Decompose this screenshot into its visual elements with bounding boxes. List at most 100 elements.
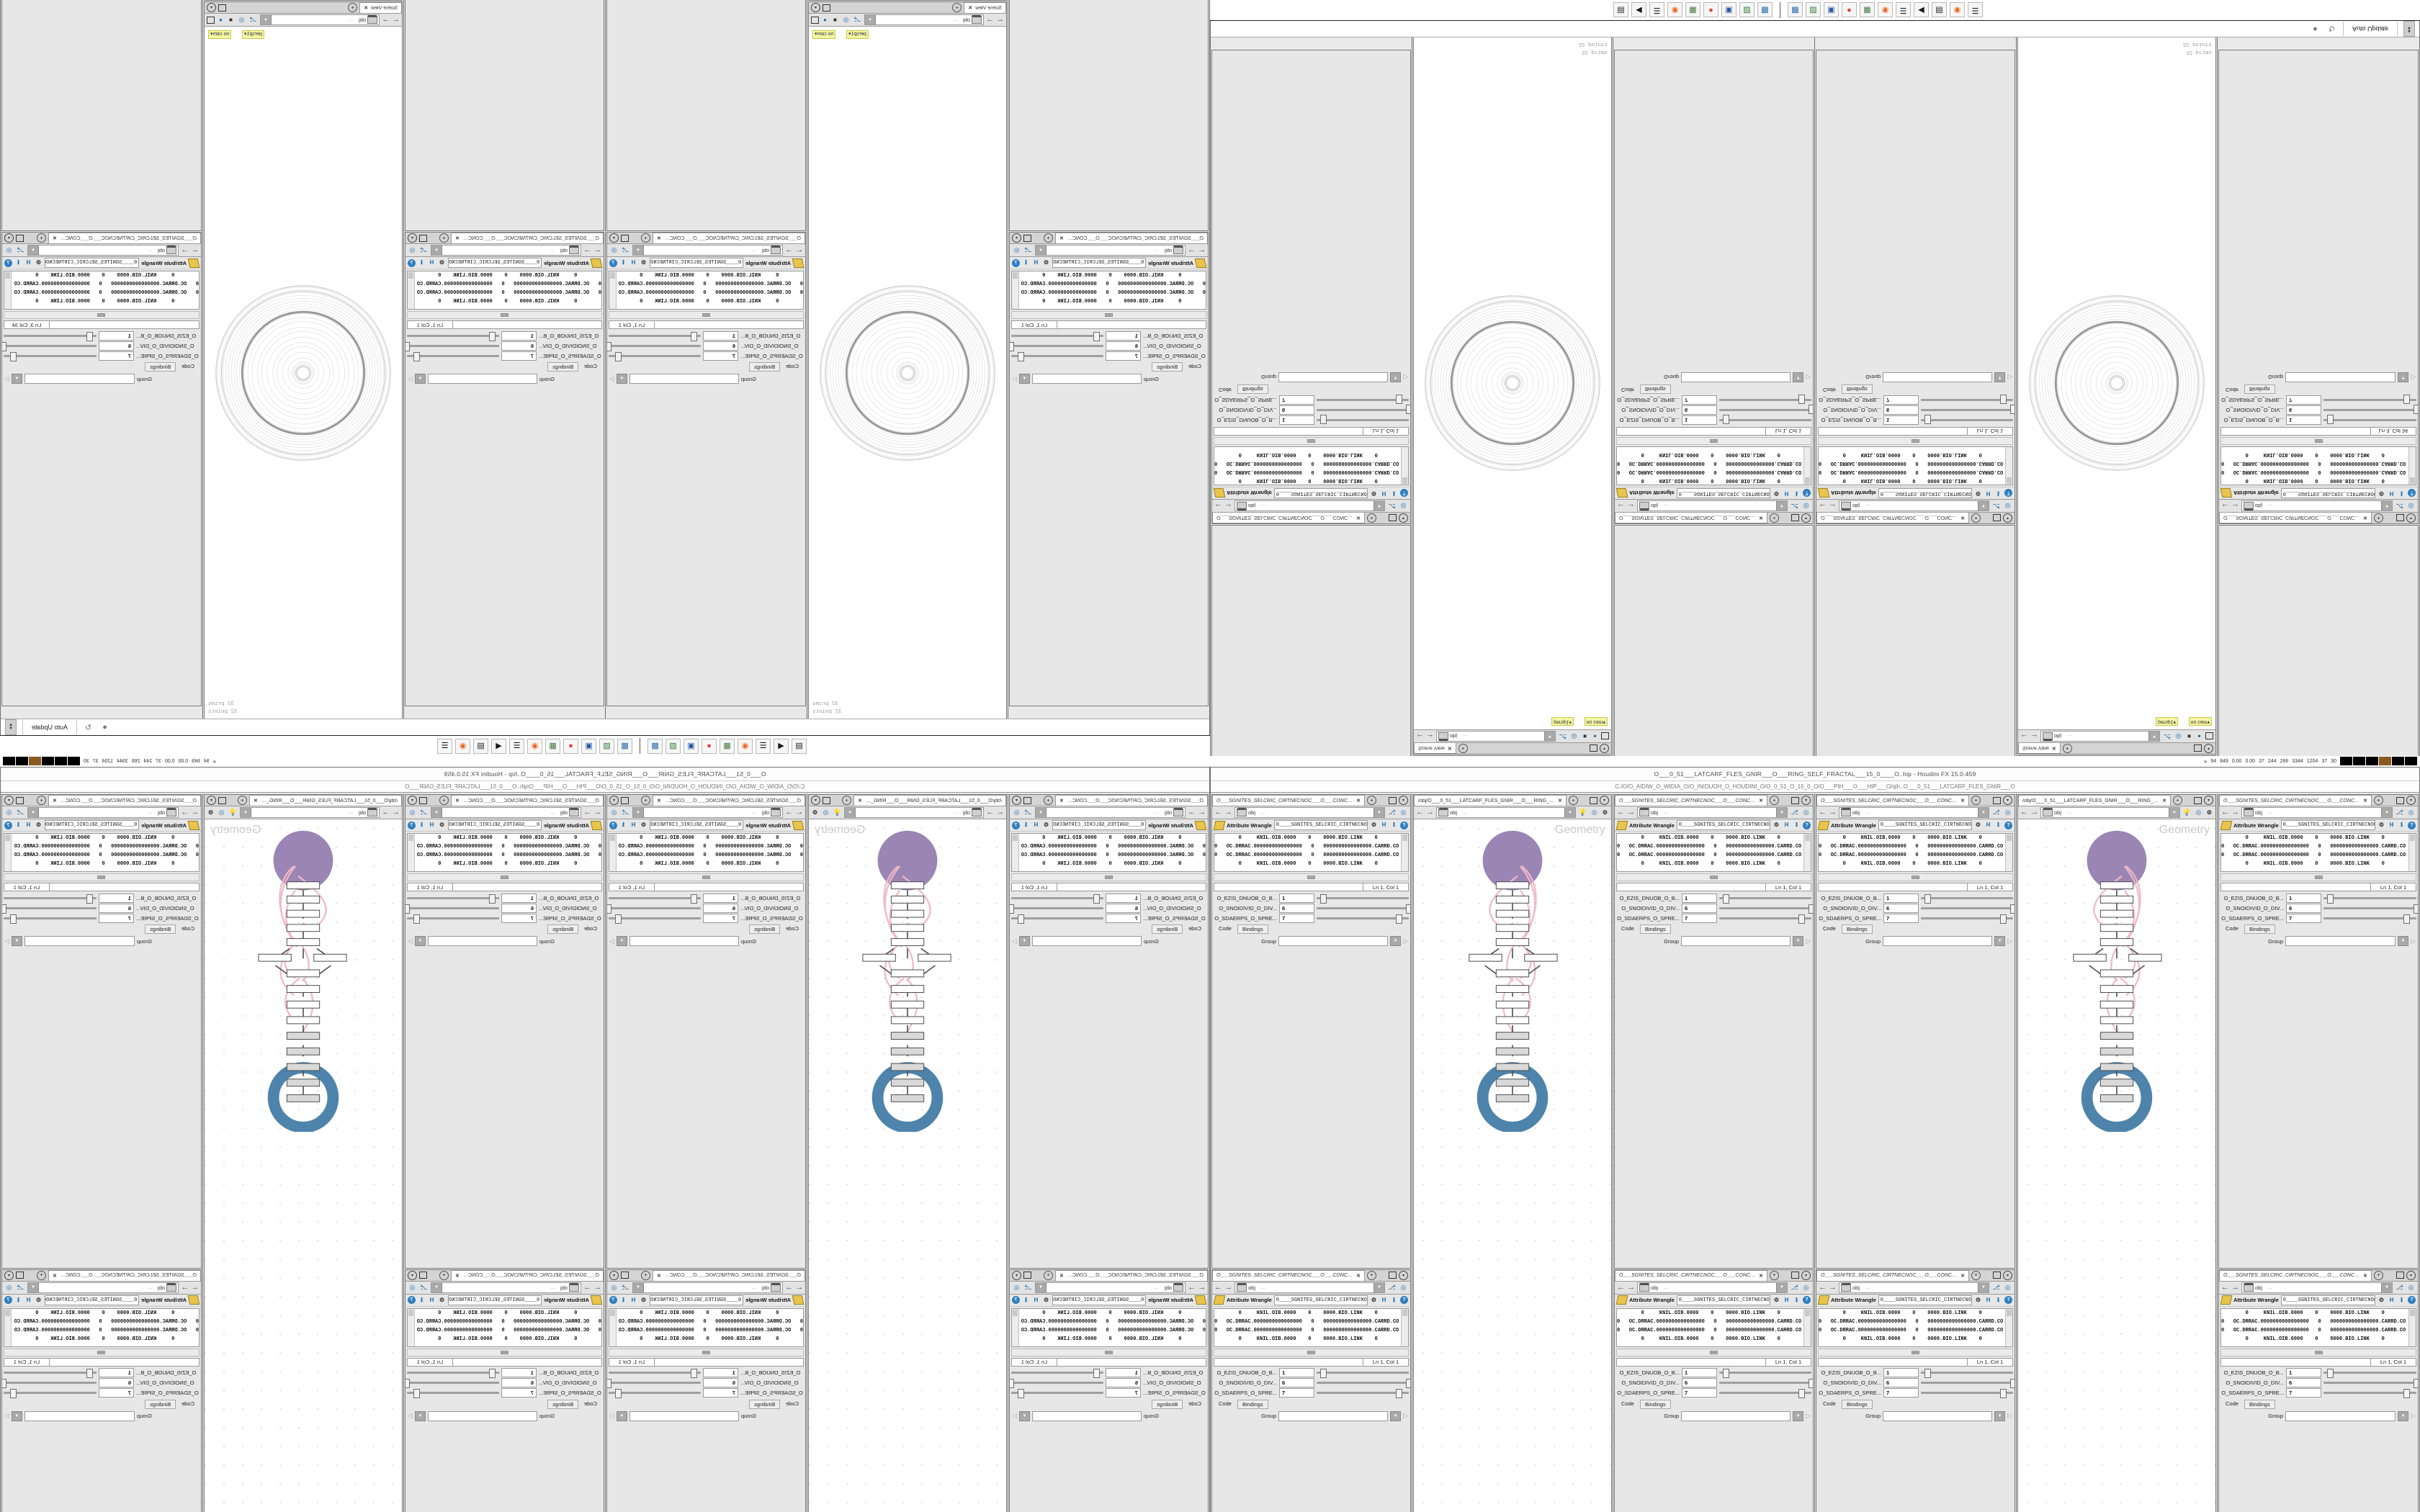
- forward-icon[interactable]: →: [1426, 732, 1434, 741]
- chevron-down-icon[interactable]: ▼: [431, 246, 442, 256]
- vex-code-editor[interactable]: 0 KNIL.OIB.0000 0 0000.BIO.LINK 0 0 OC.D…: [1214, 833, 1409, 872]
- auto-update-stepper[interactable]: ▲ ▼: [2403, 21, 2415, 37]
- vex-code-editor[interactable]: 0 KNIL.OIB.0000 0 0000.BIO.LINK 0 0 OC.D…: [407, 1308, 602, 1347]
- param-value-input[interactable]: 1: [1106, 893, 1141, 903]
- close-icon[interactable]: ✕: [1059, 236, 1064, 242]
- spiral-icon[interactable]: ◎: [611, 246, 617, 254]
- h-icon[interactable]: H: [2389, 1296, 2394, 1303]
- param-value-input[interactable]: 1: [1279, 415, 1314, 426]
- chevron-down-icon[interactable]: ▼: [1036, 1282, 1047, 1292]
- code-horizontal-scrollbar[interactable]: [1818, 436, 2013, 445]
- chevron-down-icon[interactable]: ▼: [1018, 1410, 1030, 1421]
- chevron-down-icon[interactable]: ▼: [2169, 808, 2179, 817]
- help-icon[interactable]: ?: [1803, 1296, 1811, 1305]
- path-input[interactable]: obj ... ▼: [2040, 731, 2160, 742]
- select-group-icon[interactable]: ▷: [408, 937, 413, 945]
- select-group-icon[interactable]: ▷: [2411, 374, 2416, 382]
- code-horizontal-scrollbar[interactable]: [1214, 1348, 1409, 1356]
- param-slider[interactable]: [1011, 351, 1103, 361]
- pin-icon[interactable]: ⎇: [2396, 1283, 2403, 1291]
- auto-update-stepper[interactable]: ▲ ▼: [5, 719, 17, 735]
- tab-code[interactable]: Code: [1188, 363, 1201, 370]
- node-graph[interactable]: [809, 819, 1006, 1132]
- gear-icon[interactable]: ⚙: [439, 822, 445, 828]
- path-input[interactable]: obj ... ▼: [27, 807, 179, 818]
- param-slider[interactable]: [1009, 341, 1103, 351]
- add-tab-icon[interactable]: +: [439, 796, 449, 805]
- maximize-icon[interactable]: [419, 1272, 427, 1279]
- forward-icon[interactable]: →: [986, 808, 994, 816]
- node-name-input[interactable]: 0____SGNITES_SELCRIC_CIRTNECNOC_____0___…: [2280, 1295, 2375, 1305]
- gear-icon[interactable]: ⚙: [35, 259, 42, 266]
- param-slider[interactable]: [1719, 894, 1811, 904]
- close-icon[interactable]: ✕: [858, 798, 862, 804]
- chevron-down-icon[interactable]: ▼: [1994, 1410, 2006, 1421]
- chevron-down-icon[interactable]: ▾: [2003, 1270, 2012, 1280]
- param-value-input[interactable]: 6: [1279, 1378, 1314, 1388]
- h-icon[interactable]: H: [1381, 822, 1386, 828]
- vex-code-editor[interactable]: 0 KNIL.OIB.0000 0 0000.BIO.LINK 0 0 OC.D…: [1818, 446, 2013, 485]
- vex-code-editor[interactable]: 0 KNIL.OIB.0000 0 0000.BIO.LINK 0 0 OC.D…: [4, 833, 200, 872]
- spiral-icon[interactable]: ◎: [218, 809, 225, 816]
- param-value-input[interactable]: 1: [501, 1368, 537, 1378]
- param-slider[interactable]: [1011, 1369, 1103, 1379]
- pin-icon[interactable]: ⎇: [420, 246, 428, 254]
- pin-icon[interactable]: ⎇: [853, 16, 861, 23]
- h-icon[interactable]: H: [26, 822, 31, 828]
- scene-viewport[interactable]: persp1▾ no cam▾: [1414, 37, 1611, 729]
- add-tab-icon[interactable]: +: [1367, 796, 1376, 805]
- code-horizontal-scrollbar[interactable]: [4, 1348, 200, 1356]
- chevron-down-icon[interactable]: ▼: [1390, 372, 1402, 382]
- group-input[interactable]: [427, 1410, 537, 1421]
- close-icon[interactable]: ✕: [657, 798, 661, 804]
- path-input[interactable]: obj ... ▼: [1436, 731, 1556, 742]
- tab-code[interactable]: Code: [1823, 386, 1836, 393]
- spiral-icon[interactable]: ◎: [2195, 809, 2202, 816]
- spiral-icon[interactable]: ◎: [1013, 1283, 1020, 1291]
- chevron-down-icon[interactable]: ▼: [2398, 936, 2409, 946]
- param-value-input[interactable]: 7: [1279, 395, 1314, 405]
- viewport-camera-tag[interactable]: persp1▾: [2156, 717, 2178, 726]
- tab-code[interactable]: Code: [1188, 925, 1201, 932]
- forward-icon[interactable]: →: [1224, 1282, 1232, 1292]
- close-icon[interactable]: ✕: [1356, 1273, 1361, 1279]
- param-slider[interactable]: [405, 341, 499, 351]
- param-value-input[interactable]: 6: [2286, 1378, 2321, 1388]
- spiral-icon[interactable]: ◎: [2004, 1283, 2011, 1291]
- vex-code-editor[interactable]: 0 KNIL.OIB.0000 0 0000.BIO.LINK 0 0 OC.D…: [4, 271, 200, 310]
- close-icon[interactable]: ✕: [1759, 798, 1763, 804]
- back-icon[interactable]: ←: [191, 246, 199, 255]
- close-icon[interactable]: ✕: [1356, 798, 1361, 804]
- viewport-camera-tag[interactable]: persp1▾: [1551, 717, 1574, 726]
- taskbar-item-screen-icon[interactable]: ▦: [720, 738, 735, 754]
- param-slider[interactable]: [606, 1379, 701, 1389]
- tab-bindings[interactable]: Bindings: [2244, 924, 2275, 934]
- chevron-down-icon[interactable]: ▼: [2381, 500, 2392, 510]
- forward-icon[interactable]: →: [583, 246, 591, 255]
- vex-code-editor[interactable]: 0 KNIL.OIB.0000 0 0000.BIO.LINK 0 0 OC.D…: [407, 271, 602, 310]
- pin-icon[interactable]: ⎇: [622, 809, 629, 816]
- gear-icon[interactable]: ⚙: [640, 822, 647, 828]
- back-icon[interactable]: ←: [1617, 501, 1625, 510]
- tab-code[interactable]: Code: [1621, 1400, 1634, 1407]
- vex-code-editor[interactable]: 0 KNIL.OIB.0000 0 0000.BIO.LINK 0 0 OC.D…: [1616, 446, 1811, 485]
- param-value-input[interactable]: 7: [99, 351, 134, 361]
- param-slider[interactable]: [1, 1379, 97, 1389]
- maximize-icon[interactable]: [823, 4, 830, 12]
- back-icon[interactable]: ←: [2020, 732, 2028, 741]
- pin-icon[interactable]: ⎇: [249, 16, 257, 23]
- taskbar-item-houdini-icon-3[interactable]: ◉: [1950, 2, 1965, 18]
- param-slider[interactable]: [407, 1369, 499, 1379]
- add-tab-icon[interactable]: +: [37, 233, 46, 243]
- gear-icon[interactable]: ⚙: [1371, 822, 1377, 828]
- group-input[interactable]: [1681, 1410, 1791, 1421]
- forward-icon[interactable]: →: [1188, 808, 1196, 816]
- select-group-icon[interactable]: ▷: [1012, 937, 1017, 945]
- close-icon[interactable]: ✕: [2363, 514, 2367, 520]
- add-tab-icon[interactable]: +: [1367, 513, 1376, 523]
- close-icon[interactable]: ✕: [1759, 1273, 1763, 1279]
- param-value-input[interactable]: 6: [1279, 903, 1314, 913]
- panel-tab[interactable]: Scene View ✕: [1414, 743, 1456, 754]
- node-name-input[interactable]: 0____SGNITES_SELCRIC_CIRTNECNOC_____0___…: [45, 1295, 140, 1305]
- taskbar-item-notepad-icon[interactable]: ☰: [1649, 2, 1664, 18]
